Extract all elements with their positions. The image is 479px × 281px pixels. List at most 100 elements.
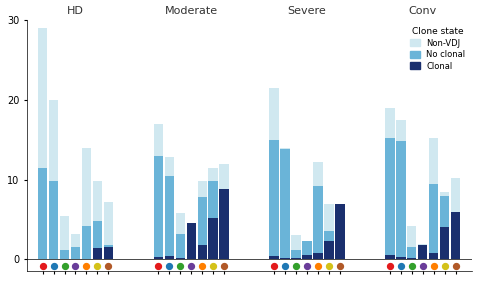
Bar <box>270 140 279 259</box>
Point <box>314 264 322 268</box>
Bar <box>187 223 196 259</box>
Bar <box>440 196 449 259</box>
Bar <box>49 181 58 259</box>
Text: HD: HD <box>67 6 84 16</box>
Text: Severe: Severe <box>287 6 326 16</box>
Bar <box>154 156 163 259</box>
Bar <box>302 241 312 259</box>
Bar <box>208 218 218 259</box>
Bar <box>418 250 427 259</box>
Point <box>187 264 195 268</box>
Bar <box>208 168 218 259</box>
Bar <box>396 257 406 259</box>
Bar <box>71 247 80 259</box>
Bar <box>49 100 58 259</box>
Bar <box>440 228 449 259</box>
Bar <box>385 255 395 259</box>
Bar <box>313 186 323 259</box>
Bar <box>324 203 333 259</box>
Point <box>82 264 90 268</box>
Bar <box>396 141 406 259</box>
Point <box>209 264 217 268</box>
Bar <box>82 226 91 259</box>
Bar <box>280 148 290 259</box>
Bar <box>187 225 196 259</box>
Point <box>50 264 57 268</box>
Bar <box>451 212 460 259</box>
Point <box>220 264 228 268</box>
Bar <box>60 250 69 259</box>
Bar <box>93 221 102 259</box>
Point <box>39 264 46 268</box>
Point <box>93 264 101 268</box>
Bar <box>335 203 344 259</box>
Point <box>430 264 437 268</box>
Bar <box>407 258 416 259</box>
Bar <box>451 218 460 259</box>
Point <box>61 264 68 268</box>
Bar <box>302 255 312 259</box>
Point <box>303 264 311 268</box>
Bar <box>197 197 207 259</box>
Point <box>452 264 459 268</box>
Point <box>176 264 184 268</box>
Point <box>419 264 427 268</box>
Bar <box>38 28 47 259</box>
Point <box>270 264 278 268</box>
Bar <box>429 184 438 259</box>
Bar <box>291 250 301 259</box>
Point <box>166 264 173 268</box>
Point <box>104 264 112 268</box>
Bar <box>219 189 229 259</box>
Point <box>386 264 394 268</box>
Bar <box>270 256 279 259</box>
Bar <box>291 235 301 259</box>
Bar <box>176 213 185 259</box>
Bar <box>154 257 163 259</box>
Point <box>408 264 416 268</box>
Legend: Non-VDJ, No clonal, Clonal: Non-VDJ, No clonal, Clonal <box>407 24 468 73</box>
Bar <box>208 181 218 259</box>
Bar <box>154 124 163 259</box>
Bar <box>407 247 416 259</box>
Point <box>198 264 206 268</box>
Point <box>155 264 162 268</box>
Bar <box>103 247 113 259</box>
Bar <box>93 181 102 259</box>
Bar <box>451 178 460 259</box>
Bar <box>324 232 333 259</box>
Bar <box>165 256 174 259</box>
Bar <box>93 248 102 259</box>
Bar <box>165 157 174 259</box>
Bar <box>60 216 69 259</box>
Point <box>281 264 289 268</box>
Bar <box>187 245 196 259</box>
Bar <box>313 253 323 259</box>
Bar <box>418 244 427 259</box>
Bar <box>176 258 185 259</box>
Bar <box>291 258 301 259</box>
Bar <box>335 232 344 259</box>
Bar <box>396 120 406 259</box>
Bar <box>38 168 47 259</box>
Bar <box>324 241 333 259</box>
Point <box>72 264 80 268</box>
Bar <box>219 235 229 259</box>
Point <box>292 264 300 268</box>
Bar <box>270 88 279 259</box>
Bar <box>429 253 438 259</box>
Bar <box>280 149 290 259</box>
Point <box>336 264 344 268</box>
Bar <box>219 164 229 259</box>
Point <box>441 264 448 268</box>
Bar <box>82 148 91 259</box>
Bar <box>418 245 427 259</box>
Bar <box>197 245 207 259</box>
Point <box>397 264 405 268</box>
Bar <box>440 192 449 259</box>
Text: Moderate: Moderate <box>165 6 218 16</box>
Bar <box>407 226 416 259</box>
Bar <box>71 234 80 259</box>
Bar <box>103 245 113 259</box>
Bar <box>280 258 290 259</box>
